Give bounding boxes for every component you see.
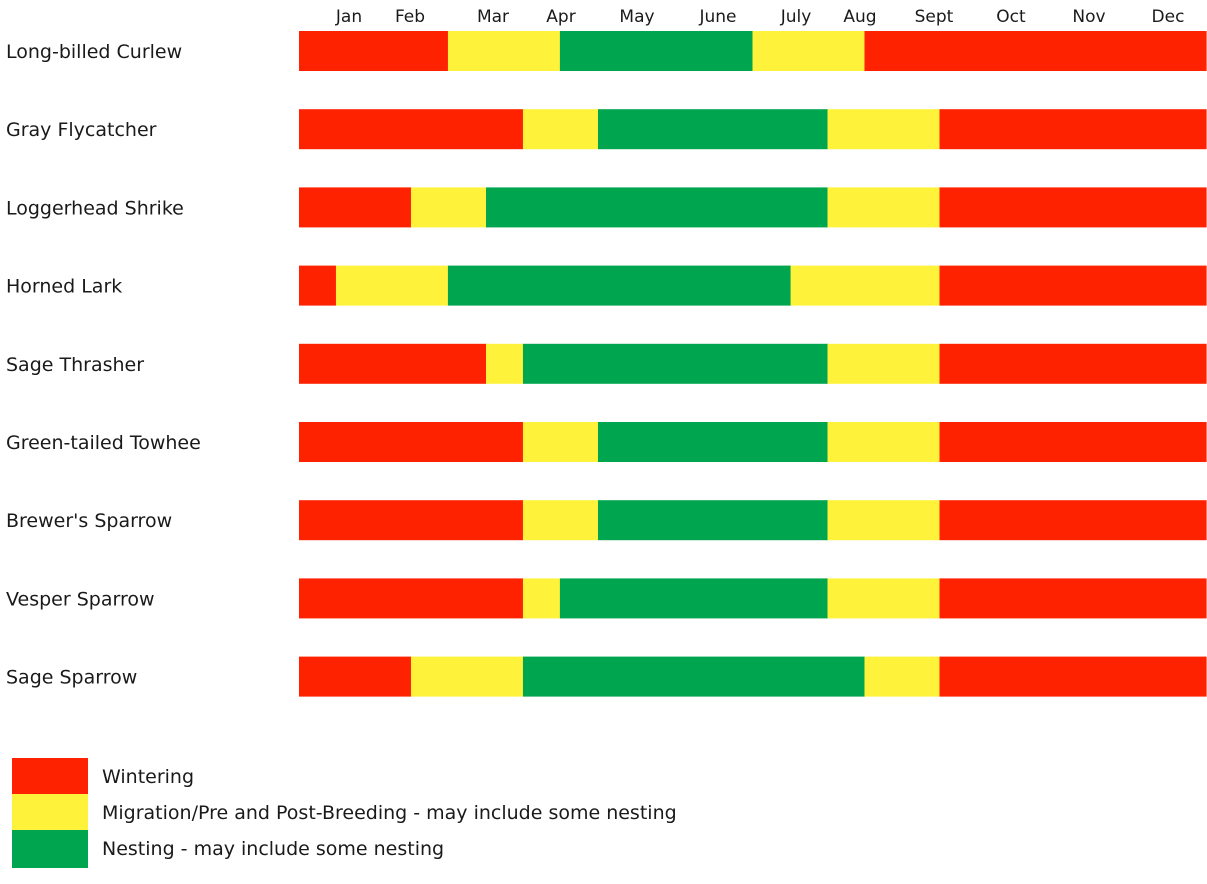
segment-wintering <box>299 500 524 541</box>
month-label-june: June <box>698 7 736 27</box>
species-row-horned-lark: Horned Lark <box>6 265 1207 306</box>
segment-migration <box>827 578 941 619</box>
segment-wintering <box>299 578 524 619</box>
segment-migration <box>522 500 599 541</box>
month-label-jan: Jan <box>335 7 362 27</box>
segment-nesting <box>522 343 829 384</box>
species-label: Horned Lark <box>6 276 122 298</box>
species-label: Green-tailed Towhee <box>6 432 201 454</box>
segment-nesting <box>597 422 829 462</box>
segment-nesting <box>559 31 754 71</box>
segment-migration <box>752 31 866 71</box>
species-row-green-tailed-towhee: Green-tailed Towhee <box>6 422 1207 462</box>
species-row-sage-sparrow: Sage Sparrow <box>6 656 1207 697</box>
month-label-sept: Sept <box>915 7 954 27</box>
bird-status-timeline-chart: Jan Feb Mar Apr May June July Aug Sept Oct Nov Dec L… <box>6 7 1207 697</box>
segment-nesting <box>522 656 866 697</box>
month-label-oct: Oct <box>996 7 1026 27</box>
segment-migration <box>827 109 941 150</box>
segment-migration <box>827 343 941 384</box>
species-label: Vesper Sparrow <box>6 588 155 610</box>
species-row-long-billed-curlew: Long-billed Curlew <box>6 31 1207 71</box>
segment-wintering <box>939 656 1207 697</box>
month-label-nov: Nov <box>1072 7 1105 27</box>
segment-wintering <box>299 656 412 697</box>
segment-nesting <box>559 578 829 619</box>
segment-wintering <box>299 31 449 71</box>
month-label-dec: Dec <box>1152 7 1185 27</box>
segment-wintering <box>939 187 1207 228</box>
legend-swatch-nesting <box>12 830 88 868</box>
species-row-gray-flycatcher: Gray Flycatcher <box>6 109 1207 150</box>
segment-nesting <box>597 109 829 150</box>
species-row-brewer-s-sparrow: Brewer's Sparrow <box>6 500 1207 541</box>
month-label-mar: Mar <box>477 7 509 27</box>
segment-migration <box>790 265 941 306</box>
segment-wintering <box>939 500 1207 541</box>
species-label: Long-billed Curlew <box>6 41 182 63</box>
segment-wintering <box>939 422 1207 462</box>
month-label-feb: Feb <box>395 7 425 27</box>
species-label: Brewer's Sparrow <box>6 510 172 532</box>
segment-migration <box>827 500 941 541</box>
segment-wintering <box>939 265 1207 306</box>
legend-label-wintering: Wintering <box>102 766 195 788</box>
segment-wintering <box>299 187 412 228</box>
legend-swatch-migration <box>12 794 88 832</box>
segment-migration <box>522 422 599 462</box>
segment-wintering <box>939 109 1207 150</box>
month-label-may: May <box>619 7 654 27</box>
month-label-aug: Aug <box>843 7 876 27</box>
segment-wintering <box>939 343 1207 384</box>
segment-migration <box>827 422 941 462</box>
species-row-sage-thrasher: Sage Thrasher <box>6 343 1207 384</box>
segment-migration <box>410 187 487 228</box>
species-row-vesper-sparrow: Vesper Sparrow <box>6 578 1207 619</box>
segment-migration <box>827 187 941 228</box>
legend-swatch-wintering <box>12 758 88 796</box>
segment-wintering <box>299 265 337 306</box>
segment-migration <box>522 578 561 619</box>
segment-migration <box>864 656 941 697</box>
month-label-apr: Apr <box>546 7 575 27</box>
segment-migration <box>335 265 449 306</box>
month-label-july: July <box>780 7 812 27</box>
species-label: Sage Sparrow <box>6 667 137 689</box>
legend: Wintering Migration/Pre and Post-Breedin… <box>12 758 677 870</box>
legend-item-wintering: Wintering <box>12 758 677 796</box>
legend-item-migration: Migration/Pre and Post-Breeding - may in… <box>12 794 677 832</box>
species-label: Sage Thrasher <box>6 354 144 376</box>
segment-nesting <box>486 187 829 228</box>
segment-wintering <box>299 109 524 150</box>
legend-label-nesting: Nesting - may include some nesting <box>102 838 445 860</box>
segment-migration <box>486 343 524 384</box>
species-label: Loggerhead Shrike <box>6 197 184 219</box>
species-label: Gray Flycatcher <box>6 119 157 141</box>
segment-nesting <box>447 265 792 306</box>
segment-wintering <box>299 422 524 462</box>
segment-wintering <box>939 578 1207 619</box>
segment-migration <box>447 31 561 71</box>
segment-wintering <box>864 31 1207 71</box>
species-row-loggerhead-shrike: Loggerhead Shrike <box>6 187 1207 228</box>
segment-nesting <box>597 500 829 541</box>
legend-label-migration: Migration/Pre and Post-Breeding - may in… <box>102 802 677 824</box>
segment-migration <box>410 656 524 697</box>
segment-migration <box>522 109 599 150</box>
segment-wintering <box>299 343 487 384</box>
legend-item-nesting: Nesting - may include some nesting <box>12 830 677 868</box>
